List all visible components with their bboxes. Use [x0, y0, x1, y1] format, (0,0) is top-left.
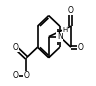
Text: O: O: [12, 43, 18, 52]
Text: N: N: [57, 32, 63, 41]
Text: H: H: [62, 27, 68, 33]
Text: O: O: [78, 43, 84, 52]
Text: O: O: [68, 6, 74, 15]
Text: O: O: [24, 71, 29, 80]
Text: O: O: [12, 71, 18, 80]
